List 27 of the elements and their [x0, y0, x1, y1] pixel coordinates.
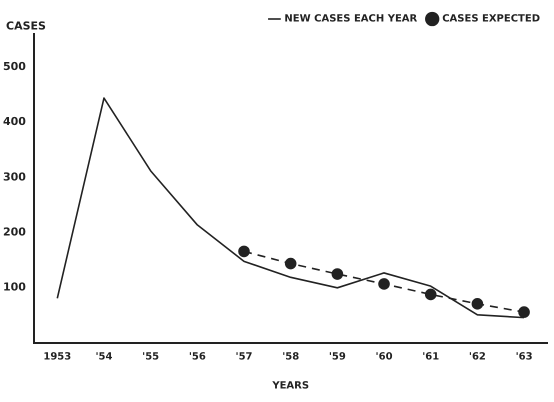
x-tick-label: '57 — [236, 352, 253, 363]
x-tick-label: '55 — [142, 352, 160, 363]
x-tick-label: '62 — [468, 352, 486, 363]
y-tick-label: 500 — [2, 60, 26, 73]
y-tick-label: 300 — [2, 170, 26, 184]
point — [472, 298, 484, 310]
point — [238, 246, 250, 258]
x-tick-label: '56 — [188, 352, 206, 363]
x-tick-label: '54 — [95, 352, 113, 363]
x-tick-label: '59 — [328, 352, 346, 363]
x-tick-label: '58 — [282, 352, 300, 363]
legend-label: NEW CASES EACH YEAR — [284, 14, 418, 25]
x-tick-label: 1953 — [43, 352, 72, 363]
point — [284, 258, 296, 270]
point — [518, 306, 530, 318]
x-tick-label: '63 — [516, 352, 533, 363]
x-tick-label: '60 — [376, 352, 393, 363]
point — [424, 288, 437, 300]
y-tick-label: 100 — [2, 280, 26, 294]
x-tick-label: '61 — [422, 352, 440, 363]
x-axis-title: YEARS — [271, 380, 310, 392]
y-axis-title: CASES — [6, 19, 46, 32]
y-tick-label: 200 — [2, 226, 26, 238]
legend-label: CASES EXPECTED — [442, 14, 540, 25]
y-tick-label: 400 — [2, 115, 26, 128]
point — [378, 278, 390, 290]
point — [332, 268, 344, 280]
